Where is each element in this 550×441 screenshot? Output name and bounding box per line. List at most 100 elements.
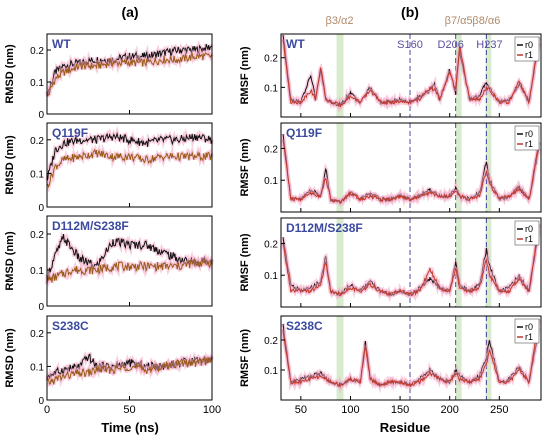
x-tick-label: 50 bbox=[123, 404, 135, 416]
x-axis-label-residue: Residue bbox=[380, 420, 431, 435]
band-annotation-0: β3/α2 bbox=[326, 15, 354, 27]
y-axis-label: RMSF (nm) bbox=[239, 233, 251, 291]
series-line-r1 bbox=[282, 139, 540, 205]
highlight-band-0 bbox=[336, 34, 344, 117]
y-axis-label: RMSF (nm) bbox=[239, 46, 251, 104]
panel-title: D112M/S238F bbox=[286, 221, 363, 235]
legend-label-r1: r1 bbox=[525, 50, 533, 60]
legend-box bbox=[514, 125, 540, 151]
series-line-r1 bbox=[282, 318, 540, 389]
legend-label-r1: r1 bbox=[525, 139, 533, 149]
y-tick-label: 0.2 bbox=[264, 336, 278, 347]
highlight-band-2 bbox=[485, 34, 492, 117]
panel-a-letter: (a) bbox=[121, 4, 138, 20]
y-tick-label: 0.1 bbox=[264, 366, 278, 377]
highlight-band-0 bbox=[336, 316, 344, 400]
legend-box bbox=[514, 36, 540, 62]
panel-b-letter: (b) bbox=[401, 4, 419, 20]
series-line-r1 bbox=[46, 257, 213, 285]
y-tick-label: 0 bbox=[38, 396, 44, 407]
y-axis-label: RMSD (nm) bbox=[4, 44, 16, 104]
y-tick-label: 0.2 bbox=[30, 46, 44, 57]
y-tick-label: 0.1 bbox=[30, 266, 44, 277]
panel-title: D112M/S238F bbox=[52, 219, 129, 233]
y-tick-label: 0.1 bbox=[30, 362, 44, 373]
highlight-band-1 bbox=[455, 218, 462, 307]
y-axis-label: RMSF (nm) bbox=[239, 138, 251, 196]
x-axis-label-time: Time (ns) bbox=[101, 420, 159, 435]
legend-label-r0: r0 bbox=[525, 224, 533, 234]
x-tick-label: 150 bbox=[391, 404, 409, 416]
y-tick-label: 0.2 bbox=[30, 329, 44, 340]
band-annotation-1: β7/α5 bbox=[445, 15, 473, 27]
highlight-band-1 bbox=[455, 316, 462, 400]
y-tick-label: 0 bbox=[38, 203, 44, 214]
y-axis-label: RMSD (nm) bbox=[4, 135, 16, 195]
plot-frame bbox=[280, 33, 542, 118]
y-tick-label: 0.2 bbox=[264, 54, 278, 65]
series-line-r1 bbox=[282, 36, 540, 108]
panel-a-0: 0 0.1 0.2 WT RMSD (nm) bbox=[4, 33, 214, 121]
legend-label-r1: r1 bbox=[525, 332, 533, 342]
panel-a-3: 0 0.1 0.2 0 50 100 S238C RMSD (nm) bbox=[4, 315, 221, 416]
y-tick-label: 0.1 bbox=[30, 169, 44, 180]
y-tick-label: 0.1 bbox=[30, 78, 44, 89]
panel-title: Q119F bbox=[286, 126, 322, 140]
series-line-r0 bbox=[46, 131, 213, 181]
y-tick-label: 0 bbox=[38, 110, 44, 121]
series-line-r0 bbox=[46, 353, 213, 379]
x-tick-label: 200 bbox=[441, 404, 459, 416]
highlight-band-0 bbox=[336, 218, 344, 307]
y-tick-label: 0.1 bbox=[264, 83, 278, 94]
y-axis-label: RMSF (nm) bbox=[239, 329, 251, 387]
x-tick-label: 0 bbox=[44, 404, 50, 416]
x-tick-label: 100 bbox=[203, 404, 221, 416]
series-line-r1 bbox=[282, 224, 540, 298]
series-glow-r1 bbox=[281, 224, 541, 303]
highlight-band-1 bbox=[455, 123, 462, 212]
panel-a-1: 0 0.1 0.2 Q119F RMSD (nm) bbox=[4, 122, 214, 214]
y-tick-label: 0.2 bbox=[264, 239, 278, 250]
band-annotation-2: β8/α6 bbox=[472, 15, 500, 27]
plot-frame bbox=[280, 217, 542, 308]
x-tick-label: 100 bbox=[341, 404, 359, 416]
line-annotation-2: H237 bbox=[476, 39, 502, 51]
y-axis-label: RMSD (nm) bbox=[4, 231, 16, 291]
panel-title: S238C bbox=[286, 319, 323, 333]
panel-title: S238C bbox=[52, 319, 89, 333]
series-line-r1 bbox=[46, 148, 213, 189]
legend-box bbox=[514, 318, 540, 344]
y-tick-label: 0 bbox=[38, 302, 44, 313]
panel-a-2: 0 0.1 0.2 D112M/S238F RMSD (nm) bbox=[4, 215, 214, 313]
panel-title: WT bbox=[52, 37, 71, 51]
plot-frame bbox=[280, 122, 542, 213]
x-tick-label: 250 bbox=[490, 404, 508, 416]
legend-label-r0: r0 bbox=[525, 322, 533, 332]
y-tick-label: 0.2 bbox=[30, 136, 44, 147]
y-tick-label: 0.2 bbox=[30, 230, 44, 241]
y-tick-label: 0.2 bbox=[264, 144, 278, 155]
x-tick-label: 50 bbox=[295, 404, 307, 416]
y-axis-label: RMSD (nm) bbox=[4, 328, 16, 388]
series-line-r1 bbox=[46, 51, 213, 97]
legend-label-r1: r1 bbox=[525, 234, 533, 244]
y-tick-label: 0.1 bbox=[264, 176, 278, 187]
legend-box bbox=[514, 220, 540, 246]
line-annotation-0: S160 bbox=[397, 39, 423, 51]
line-annotation-1: D206 bbox=[438, 39, 464, 51]
panel-title: WT bbox=[286, 37, 305, 51]
legend-label-r0: r0 bbox=[525, 40, 533, 50]
panel-title: Q119F bbox=[52, 126, 88, 140]
legend-label-r0: r0 bbox=[525, 129, 533, 139]
series-line-r0 bbox=[46, 234, 213, 282]
y-tick-label: 0.1 bbox=[264, 271, 278, 282]
highlight-band-0 bbox=[336, 123, 344, 212]
series-line-r1 bbox=[46, 356, 213, 385]
plot-frame bbox=[280, 315, 542, 401]
